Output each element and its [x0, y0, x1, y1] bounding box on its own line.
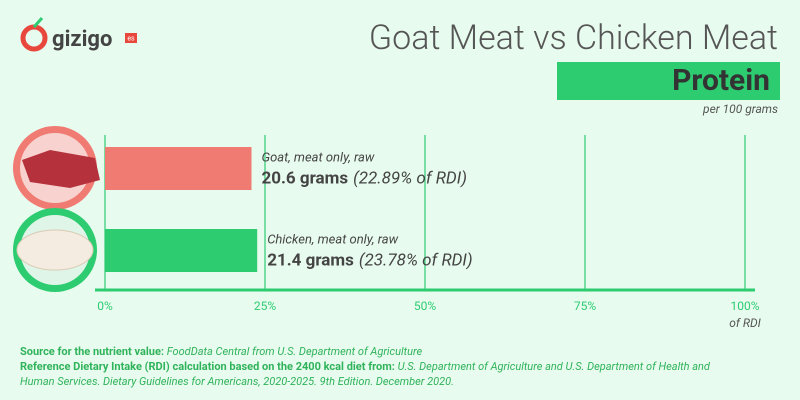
amount-label: 20.6 grams	[261, 168, 348, 188]
note: Reference Dietary Intake (RDI) calculati…	[20, 359, 720, 389]
note-label: Reference Dietary Intake (RDI) calculati…	[20, 360, 395, 373]
notes: Source for the nutrient value: FoodData …	[20, 344, 720, 389]
logo-badge: es	[127, 34, 135, 42]
note-text: U.S. Department of Agriculture and U.S. …	[20, 360, 710, 388]
x-tick-label: 50%	[414, 299, 436, 313]
logo-badge-bg	[125, 33, 137, 43]
amount-label: 21.4 grams	[267, 250, 354, 270]
note-label: Source for the nutrient value:	[20, 345, 164, 358]
value-label: (22.89% of RDI)	[353, 168, 467, 188]
x-axis-label: of RDI	[729, 316, 761, 330]
subtitle-box	[557, 62, 780, 100]
bar	[105, 229, 258, 272]
unit-note: per 100 grams	[702, 102, 778, 116]
goat-meat-icon	[22, 150, 100, 188]
logo-text: gizigo	[52, 27, 112, 52]
x-tick-label: 25%	[254, 299, 276, 313]
bar	[105, 147, 252, 190]
value-label: (23.78% of RDI)	[359, 250, 473, 270]
x-tick-label: 100%	[730, 299, 759, 313]
chicken-icon	[16, 229, 94, 271]
x-tick-label: 0%	[97, 299, 113, 313]
note: Source for the nutrient value: FoodData …	[20, 344, 720, 359]
chart-title: Goat Meat vs Chicken Meat	[369, 18, 778, 58]
category-label: Chicken, meat only, raw	[267, 232, 398, 247]
logo-leaf	[32, 17, 44, 28]
note-text: FoodData Central from U.S. Department of…	[166, 345, 423, 358]
category-label: Goat, meat only, raw	[261, 150, 374, 165]
chart-subtitle: Protein	[672, 63, 770, 98]
logo-icon	[20, 24, 48, 52]
x-tick-label: 75%	[574, 299, 596, 313]
